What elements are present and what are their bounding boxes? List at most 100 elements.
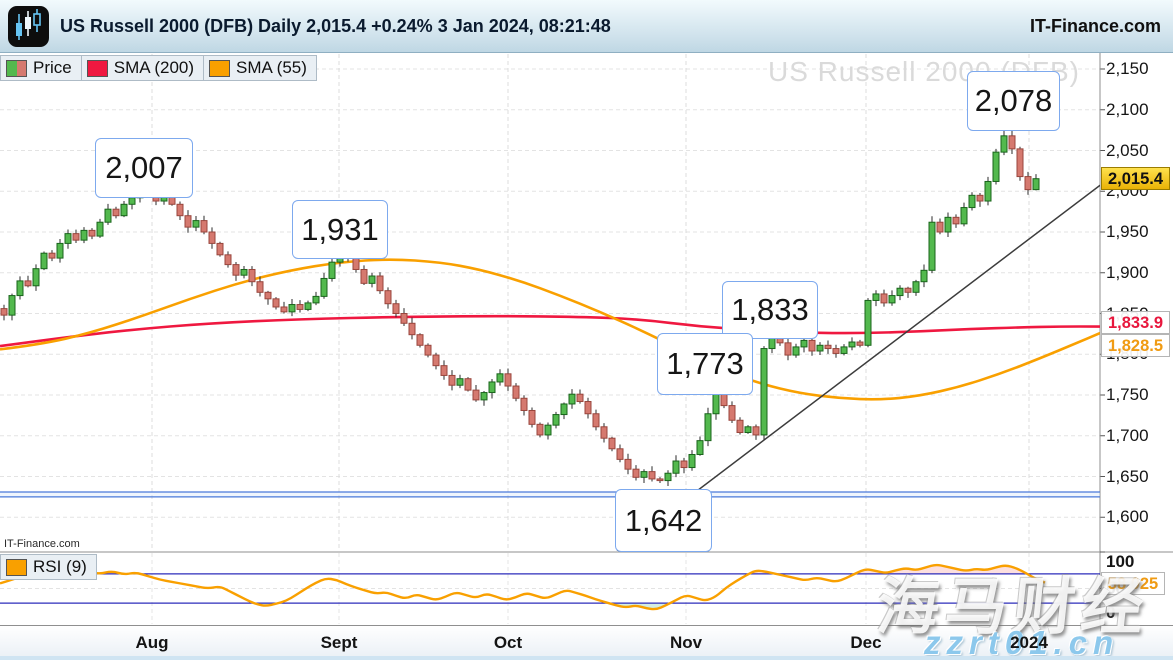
candle-body <box>840 346 848 354</box>
candle-body <box>368 275 376 284</box>
price-annotation: 1,833 <box>722 281 818 339</box>
candle-body <box>800 339 808 348</box>
candle-body <box>760 348 768 436</box>
candle-body <box>704 413 712 442</box>
candle-body <box>200 220 208 233</box>
candle-body <box>792 346 800 356</box>
candle-body <box>496 373 504 383</box>
candle-body <box>872 293 880 301</box>
x-axis-label: Oct <box>493 633 523 652</box>
price-axis-label: 2,050 <box>1106 140 1149 160</box>
candle-body <box>32 268 40 287</box>
candle-body <box>1024 176 1032 191</box>
candle-body <box>472 389 480 401</box>
candle-body <box>832 348 840 354</box>
x-axis-label: 2024 <box>1010 633 1048 652</box>
candle-body <box>648 471 656 480</box>
candle-body <box>488 381 496 394</box>
x-axis-band[interactable] <box>0 625 1173 660</box>
price-annotation: 1,773 <box>657 333 753 395</box>
down-half <box>16 60 26 76</box>
candle-body <box>192 220 200 228</box>
candle-body <box>128 197 136 205</box>
candle-body <box>432 354 440 367</box>
candle-body <box>104 208 112 223</box>
candle-body <box>720 393 728 407</box>
candle-body <box>176 203 184 217</box>
candle-body <box>208 231 216 244</box>
candle-body <box>904 287 912 293</box>
candle-body <box>328 261 336 279</box>
legend-item-sma-55-[interactable]: SMA (55) <box>203 55 317 81</box>
candle-body <box>992 151 1000 182</box>
candle-body <box>56 242 64 259</box>
cn-watermark-url: zzrt01.cn <box>924 624 1120 660</box>
candle-body <box>80 229 88 241</box>
price-axis-label: 1,900 <box>1106 262 1149 282</box>
candle-body <box>224 254 232 266</box>
x-axis-label: Aug <box>135 633 169 652</box>
candle-body <box>656 478 664 482</box>
candle-body <box>96 221 104 237</box>
rsi-axis-label: 100 <box>1106 552 1135 571</box>
candle-body <box>48 252 56 259</box>
candle-body <box>8 295 16 316</box>
candle-body <box>584 401 592 415</box>
candle-body <box>464 378 472 391</box>
price-annotation: 2,007 <box>95 138 193 198</box>
legend-item-sma-200-[interactable]: SMA (200) <box>80 55 205 81</box>
candle-body <box>264 291 272 300</box>
candle-body <box>696 440 704 455</box>
candle-body <box>552 414 560 426</box>
candle-body <box>960 207 968 225</box>
candle-body <box>88 229 96 237</box>
title-bar: US Russell 2000 (DFB) Daily 2,015.4 +0.2… <box>0 0 1173 53</box>
price-annotation: 1,931 <box>292 200 388 259</box>
candle-body <box>928 221 936 271</box>
price-axis-label: 1,750 <box>1106 385 1149 404</box>
candle-body <box>360 268 368 284</box>
candle-body <box>16 280 24 297</box>
candle-body <box>640 471 648 478</box>
candle-body <box>712 393 720 415</box>
itfinance-small-label: IT-Finance.com <box>2 538 82 550</box>
candle-body <box>232 264 240 276</box>
candle-body <box>392 303 400 315</box>
candle-body <box>504 373 512 387</box>
candle-body <box>808 339 816 352</box>
line-swatch-icon <box>86 59 108 77</box>
candle-body <box>864 299 872 346</box>
candle-body <box>616 448 624 460</box>
candle-body <box>512 385 520 399</box>
legend-item-price[interactable]: Price <box>0 55 82 81</box>
candle-body <box>520 397 528 411</box>
x-axis-label: Dec <box>850 633 882 652</box>
candle-body <box>944 216 952 233</box>
candle-body <box>752 426 760 436</box>
sma200-price-tag: 1,833.9 <box>1101 310 1170 334</box>
candle-body <box>560 403 568 416</box>
candle-body <box>544 424 552 436</box>
price-axis-label: 1,650 <box>1106 466 1149 486</box>
candle-body <box>608 437 616 450</box>
candle-body <box>688 453 696 469</box>
candle-body <box>312 295 320 304</box>
last-price-tag: 2,015.4 <box>1101 166 1170 190</box>
candle-body <box>896 287 904 297</box>
candle-body <box>1000 135 1008 153</box>
price-legend: Price SMA (200) SMA (55) <box>0 55 317 81</box>
candle-body <box>296 304 304 310</box>
price-axis-label: 2,150 <box>1106 59 1149 78</box>
sma200-line <box>0 314 1100 348</box>
brand-link[interactable]: IT-Finance.com <box>1029 15 1161 36</box>
price-annotation: 1,642 <box>615 489 712 552</box>
candle-body <box>976 194 984 202</box>
candle-body <box>680 460 688 469</box>
legend-item-rsi[interactable]: RSI (9) <box>0 554 97 580</box>
legend-label: SMA (55) <box>236 58 307 77</box>
candle-body <box>112 208 120 217</box>
candle-body <box>1032 178 1040 191</box>
candle-body <box>856 341 864 346</box>
support-zone <box>0 491 1100 497</box>
